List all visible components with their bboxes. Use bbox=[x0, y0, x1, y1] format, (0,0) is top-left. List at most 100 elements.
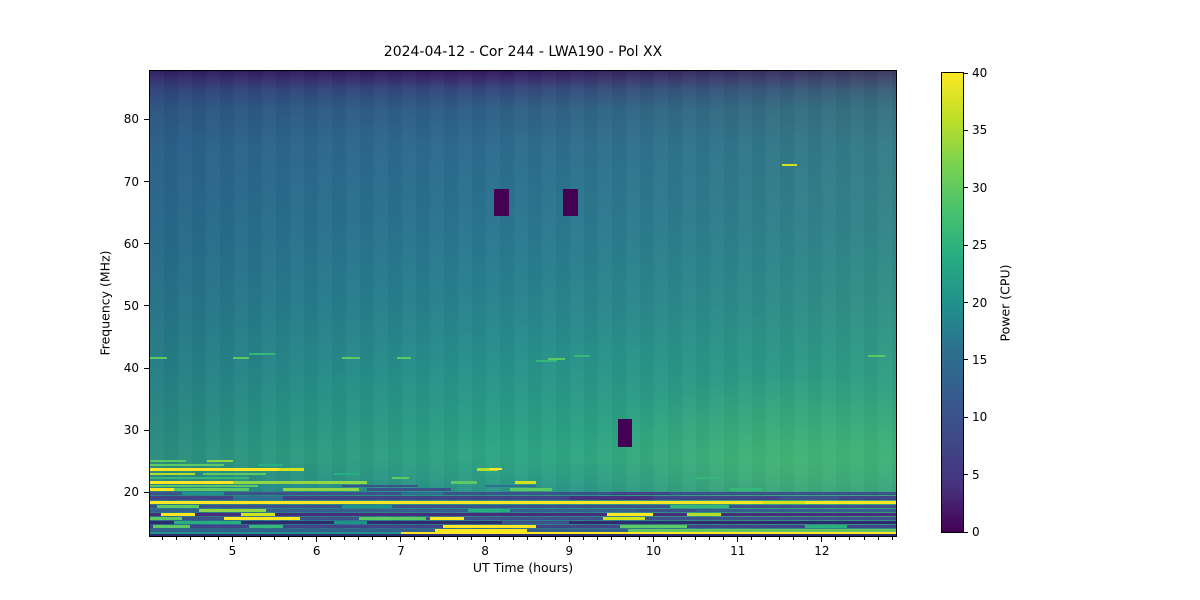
rfi-stripe-segment bbox=[443, 525, 536, 529]
x-minor-tick bbox=[681, 537, 683, 540]
colorbar-tick bbox=[964, 302, 968, 303]
rfi-stripe-base bbox=[150, 492, 896, 496]
rfi-stripe-segment bbox=[805, 525, 848, 529]
rfi-stripe-segment bbox=[468, 509, 511, 512]
rfi-dash bbox=[535, 359, 557, 362]
x-tick-label: 11 bbox=[730, 544, 746, 558]
rfi-dash bbox=[573, 355, 591, 358]
rfi-stripe-segment bbox=[451, 481, 477, 485]
x-major-tick bbox=[821, 537, 823, 542]
x-minor-tick bbox=[189, 537, 191, 540]
x-minor-tick bbox=[667, 537, 669, 540]
rfi-stripe-segment bbox=[501, 521, 570, 525]
x-axis-label: UT Time (hours) bbox=[472, 560, 574, 575]
x-major-tick bbox=[568, 537, 570, 542]
x-minor-tick bbox=[358, 537, 360, 540]
rfi-stripe-segment bbox=[173, 521, 241, 525]
x-minor-tick bbox=[849, 537, 851, 540]
rfi-stripe-segment bbox=[695, 477, 721, 480]
rfi-stripe-segment bbox=[232, 496, 284, 501]
x-minor-tick bbox=[835, 537, 837, 540]
colorbar-tick bbox=[964, 187, 968, 189]
x-minor-tick bbox=[456, 537, 458, 540]
rfi-stripe-segment bbox=[203, 473, 267, 476]
x-minor-tick bbox=[414, 537, 416, 540]
x-minor-tick bbox=[554, 537, 556, 540]
rfi-stripe-segment bbox=[619, 525, 688, 529]
x-minor-tick bbox=[526, 537, 528, 540]
rfi-stripe-segment bbox=[434, 528, 528, 532]
x-minor-tick bbox=[540, 537, 542, 540]
x-major-tick bbox=[400, 537, 402, 542]
colorbar-tick-label: 20 bbox=[972, 295, 988, 310]
x-minor-tick bbox=[582, 537, 584, 540]
x-major-tick bbox=[484, 537, 486, 542]
x-tick-label: 8 bbox=[481, 544, 489, 558]
rfi-stripe-segment bbox=[510, 488, 553, 492]
y-tick-label: 70 bbox=[123, 174, 139, 189]
x-minor-tick bbox=[217, 537, 219, 540]
colorbar-tick-label: 40 bbox=[972, 66, 988, 80]
rfi-stripe-segment bbox=[602, 517, 646, 521]
rfi-stripe-segment bbox=[283, 488, 359, 492]
y-tick-label: 60 bbox=[123, 236, 139, 251]
rfi-stripe-segment bbox=[207, 460, 233, 463]
x-minor-tick bbox=[723, 537, 725, 540]
y-tick-label: 50 bbox=[123, 298, 139, 313]
x-tick-label: 10 bbox=[645, 544, 662, 558]
rfi-stripe-segment bbox=[341, 485, 418, 488]
x-minor-tick bbox=[807, 537, 809, 540]
x-minor-tick bbox=[470, 537, 472, 540]
colorbar-tick-label: 5 bbox=[972, 467, 980, 482]
x-minor-tick bbox=[793, 537, 795, 540]
rfi-stripe-segment bbox=[476, 467, 498, 471]
rfi-dash bbox=[150, 357, 167, 360]
rfi-stripe-segment bbox=[156, 504, 199, 508]
x-minor-tick bbox=[863, 537, 865, 540]
rfi-stripe-segment bbox=[636, 509, 696, 512]
rfi-stripe-segment bbox=[779, 496, 839, 501]
colorbar-tick-label: 15 bbox=[972, 352, 988, 367]
rfi-stripe-segment bbox=[240, 513, 275, 517]
rfi-stripe-segment bbox=[333, 521, 368, 525]
rfi-stripe-segment bbox=[224, 517, 300, 521]
x-minor-tick bbox=[891, 537, 893, 540]
rfi-stripe-segment bbox=[181, 492, 225, 496]
rfi-stripe-segment bbox=[569, 496, 654, 501]
x-major-tick bbox=[737, 537, 739, 542]
rfi-dash bbox=[396, 357, 411, 360]
x-minor-tick bbox=[751, 537, 753, 540]
colorbar-tick bbox=[964, 129, 968, 131]
rfi-stripe-segment bbox=[762, 500, 806, 504]
x-minor-tick bbox=[596, 537, 598, 540]
x-minor-tick bbox=[765, 537, 767, 540]
rfi-stripe-segment bbox=[232, 481, 368, 485]
x-major-tick bbox=[316, 537, 318, 542]
x-minor-tick bbox=[302, 537, 304, 540]
rfi-stripe-segment bbox=[150, 464, 225, 467]
rfi-stripe-segment bbox=[670, 504, 730, 508]
rfi-stripe-segment bbox=[150, 481, 233, 485]
rfi-stripe-segment bbox=[485, 485, 536, 488]
x-major-tick bbox=[653, 537, 654, 542]
x-minor-tick bbox=[610, 537, 612, 540]
rfi-stripe-base bbox=[150, 513, 896, 517]
x-minor-tick bbox=[428, 537, 430, 540]
rfi-dash bbox=[232, 357, 250, 360]
colorbar bbox=[941, 72, 964, 533]
colorbar-tick-label: 30 bbox=[972, 180, 988, 195]
colorbar-tick-label: 35 bbox=[972, 123, 988, 138]
rfi-dash bbox=[782, 164, 798, 167]
x-minor-tick bbox=[442, 537, 444, 540]
rfi-dash bbox=[489, 468, 502, 471]
y-major-tick bbox=[144, 429, 149, 431]
x-minor-tick bbox=[877, 537, 879, 540]
x-minor-tick bbox=[246, 537, 248, 540]
rfi-dash bbox=[868, 354, 886, 357]
rfi-stripe-segment bbox=[611, 492, 671, 496]
y-tick-label: 20 bbox=[123, 485, 139, 500]
x-minor-tick bbox=[274, 537, 276, 540]
rfi-dash bbox=[249, 352, 275, 355]
x-minor-tick bbox=[330, 537, 332, 540]
